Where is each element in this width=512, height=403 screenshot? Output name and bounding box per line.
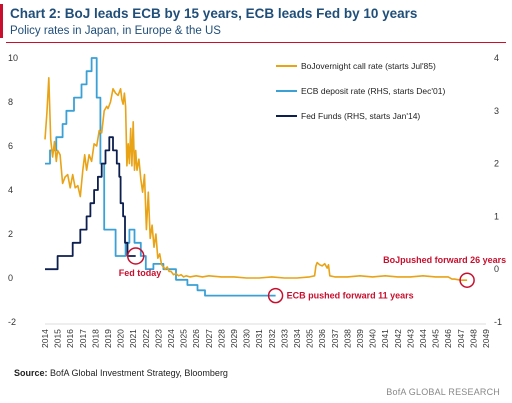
x-tick-label: 2037 xyxy=(330,329,340,348)
annotation-circle xyxy=(267,287,284,304)
x-tick-label: 2034 xyxy=(292,329,302,348)
x-tick-label: 2031 xyxy=(254,329,264,348)
left-tick-label: 4 xyxy=(8,185,13,195)
x-tick-label: 2047 xyxy=(456,329,466,348)
x-tick-label: 2040 xyxy=(368,329,378,348)
right-y-axis: -1 0 1 2 3 4 xyxy=(494,53,502,327)
x-tick-label: 2022 xyxy=(141,329,151,348)
x-tick-label: 2038 xyxy=(342,329,352,348)
x-tick-label: 2028 xyxy=(216,329,226,348)
x-tick-label: 2044 xyxy=(418,329,428,348)
right-tick-label: 3 xyxy=(494,106,499,116)
x-tick-label: 2017 xyxy=(78,329,88,348)
x-tick-label: 2023 xyxy=(153,329,163,348)
title-divider xyxy=(6,42,506,43)
right-tick-label: -1 xyxy=(494,317,502,327)
x-tick-label: 2036 xyxy=(317,329,327,348)
x-tick-label: 2018 xyxy=(90,329,100,348)
x-tick-label: 2025 xyxy=(179,329,189,348)
source-text: BofA Global Investment Strategy, Bloombe… xyxy=(47,368,228,378)
x-tick-label: 2035 xyxy=(305,329,315,348)
chart-subtitle: Policy rates in Japan, in Europe & the U… xyxy=(10,25,221,37)
ecb-line xyxy=(45,57,276,297)
legend: BoJovernight call rate (starts Jul'85) EC… xyxy=(276,61,445,121)
right-tick-label: 1 xyxy=(494,211,499,221)
x-tick-label: 2033 xyxy=(279,329,289,348)
series-lines xyxy=(44,57,468,297)
footer-brand: BofA GLOBAL RESEARCH xyxy=(386,387,500,397)
x-tick-label: 2021 xyxy=(128,329,138,348)
left-tick-label: 10 xyxy=(8,53,18,63)
annotations: Fed today ECB pushed forward 11 years BoJp… xyxy=(119,247,506,304)
source-note: Source: BofA Global Investment Strategy,… xyxy=(14,368,228,378)
x-tick-label: 2019 xyxy=(103,329,113,348)
x-tick-label: 2020 xyxy=(116,329,126,348)
left-tick-label: 2 xyxy=(8,229,13,239)
source-label: Source: xyxy=(14,368,48,378)
left-tick-label: -2 xyxy=(8,317,16,327)
fed-line xyxy=(45,136,136,271)
x-axis: 2014 2015 2016 2017 2018 2019 2020 2021 2022 2023… xyxy=(40,323,491,348)
right-tick-label: 2 xyxy=(494,159,499,169)
annotation-label: Fed today xyxy=(119,268,162,278)
x-tick-label: 2026 xyxy=(191,329,201,348)
x-tick-label: 2043 xyxy=(405,329,415,348)
left-tick-label: 6 xyxy=(8,141,13,151)
legend-label: Fed Funds (RHS, starts Jan'14) xyxy=(301,111,420,121)
left-y-axis: -2 0 2 4 6 8 10 xyxy=(8,53,18,327)
x-tick-label: 2014 xyxy=(40,329,50,348)
title-accent-bar xyxy=(0,4,3,38)
annotation-circle xyxy=(459,272,475,288)
x-tick-label: 2015 xyxy=(53,329,63,348)
chart-title: Chart 2: BoJ leads ECB by 15 years, ECB … xyxy=(10,6,418,21)
x-tick-label: 2042 xyxy=(393,329,403,348)
x-tick-label: 2027 xyxy=(204,329,214,348)
x-tick-label: 2045 xyxy=(431,329,441,348)
annotation-label: BoJpushed forward 26 years xyxy=(383,255,506,265)
legend-label: ECB deposit rate (RHS, starts Dec'01) xyxy=(301,86,445,96)
x-tick-label: 2029 xyxy=(229,329,239,348)
right-tick-label: 4 xyxy=(494,53,499,63)
x-tick-label: 2016 xyxy=(65,329,75,348)
annotation-label: ECB pushed forward 11 years xyxy=(287,291,414,301)
boj-line xyxy=(44,77,468,282)
x-tick-label: 2032 xyxy=(267,329,277,348)
x-tick-label: 2030 xyxy=(242,329,252,348)
annotation-circle xyxy=(126,247,145,265)
x-tick-label: 2039 xyxy=(355,329,365,348)
right-tick-label: 0 xyxy=(494,264,499,274)
x-tick-label: 2024 xyxy=(166,329,176,348)
x-tick-label: 2046 xyxy=(443,329,453,348)
left-tick-label: 8 xyxy=(8,97,13,107)
x-tick-label: 2041 xyxy=(380,329,390,348)
legend-label: BoJovernight call rate (starts Jul'85) xyxy=(301,61,436,71)
left-tick-label: 0 xyxy=(8,273,13,283)
x-tick-label: 2049 xyxy=(481,329,491,348)
x-tick-label: 2048 xyxy=(468,329,478,348)
